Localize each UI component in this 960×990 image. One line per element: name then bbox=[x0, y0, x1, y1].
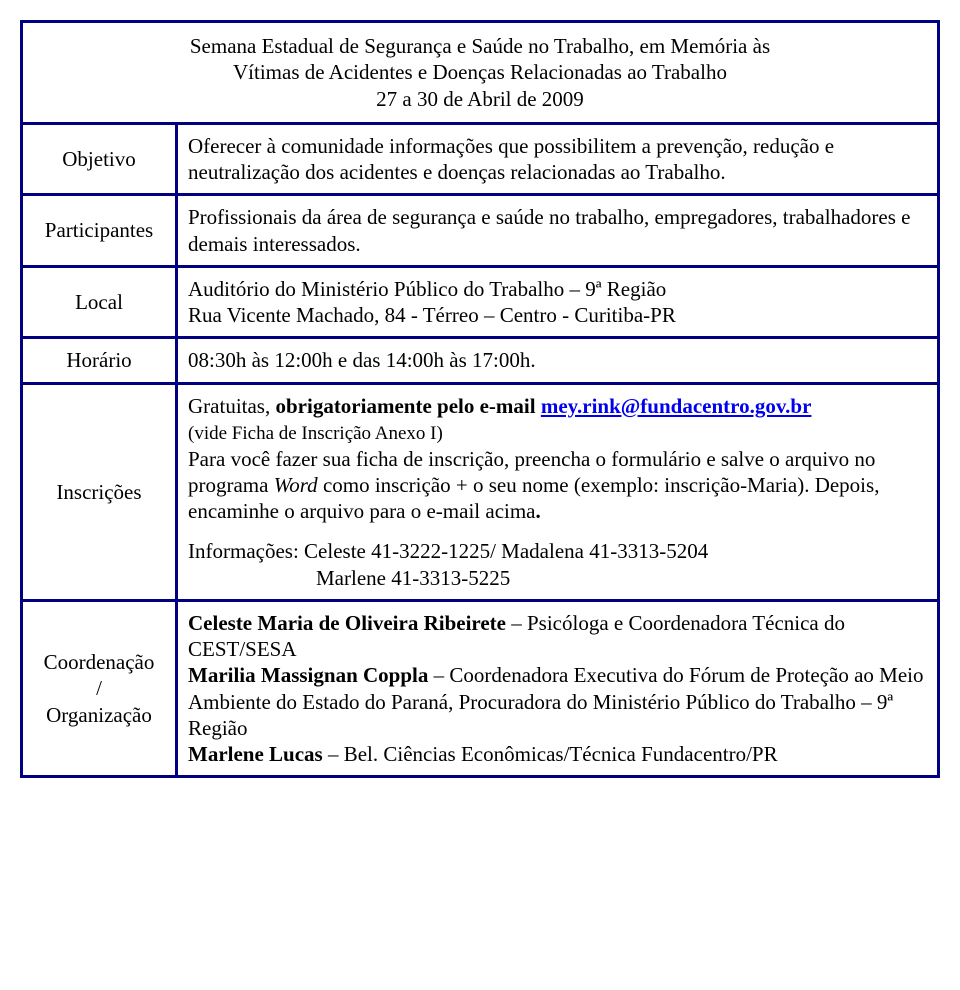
header-row: Semana Estadual de Segurança e Saúde no … bbox=[22, 22, 939, 124]
header-line1: Semana Estadual de Segurança e Saúde no … bbox=[190, 34, 770, 58]
header-line2: Vítimas de Acidentes e Doenças Relaciona… bbox=[233, 60, 727, 84]
info-table: Semana Estadual de Segurança e Saúde no … bbox=[20, 20, 940, 778]
row-participantes: Participantes Profissionais da área de s… bbox=[22, 195, 939, 267]
header-line3: 27 a 30 de Abril de 2009 bbox=[376, 87, 584, 111]
content-local: Auditório do Ministério Público do Traba… bbox=[177, 266, 939, 338]
inscricoes-bold: obrigatoriamente pelo e-mail bbox=[275, 394, 540, 418]
label-inscricoes: Inscrições bbox=[22, 383, 177, 600]
inscricoes-italic: Word bbox=[274, 473, 318, 497]
row-inscricoes: Inscrições Gratuitas, obrigatoriamente p… bbox=[22, 383, 939, 600]
row-local: Local Auditório do Ministério Público do… bbox=[22, 266, 939, 338]
content-horario: 08:30h às 12:00h e das 14:00h às 17:00h. bbox=[177, 338, 939, 383]
coord-n3-bold: Marlene Lucas bbox=[188, 742, 323, 766]
coord-label-2: / bbox=[96, 676, 102, 700]
label-objetivo: Objetivo bbox=[22, 123, 177, 195]
content-objetivo: Oferecer à comunidade informações que po… bbox=[177, 123, 939, 195]
email-link[interactable]: mey.rink@fundacentro.gov.br bbox=[541, 394, 812, 418]
spacer bbox=[188, 524, 927, 538]
coord-label-3: Organização bbox=[46, 703, 152, 727]
inscricoes-info2: Marlene 41-3313-5225 bbox=[188, 565, 510, 591]
label-coordenacao: Coordenação / Organização bbox=[22, 600, 177, 777]
label-local: Local bbox=[22, 266, 177, 338]
local-line2: Rua Vicente Machado, 84 - Térreo – Centr… bbox=[188, 303, 676, 327]
inscricoes-info1: Informações: Celeste 41-3222-1225/ Madal… bbox=[188, 539, 708, 563]
coord-n2-bold: Marilia Massignan Coppla bbox=[188, 663, 428, 687]
coord-n1-bold: Celeste Maria de Oliveira Ribeirete bbox=[188, 611, 506, 635]
inscricoes-pre: Gratuitas, bbox=[188, 394, 275, 418]
coord-label-1: Coordenação bbox=[44, 650, 155, 674]
label-horario: Horário bbox=[22, 338, 177, 383]
row-coordenacao: Coordenação / Organização Celeste Maria … bbox=[22, 600, 939, 777]
content-participantes: Profissionais da área de segurança e saú… bbox=[177, 195, 939, 267]
inscricoes-small: (vide Ficha de Inscrição Anexo I) bbox=[188, 423, 443, 444]
coord-n3-rest: – Bel. Ciências Econômicas/Técnica Funda… bbox=[323, 742, 778, 766]
label-participantes: Participantes bbox=[22, 195, 177, 267]
row-objetivo: Objetivo Oferecer à comunidade informaçõ… bbox=[22, 123, 939, 195]
row-horario: Horário 08:30h às 12:00h e das 14:00h às… bbox=[22, 338, 939, 383]
content-inscricoes: Gratuitas, obrigatoriamente pelo e-mail … bbox=[177, 383, 939, 600]
inscricoes-dot: . bbox=[536, 499, 541, 523]
local-line1: Auditório do Ministério Público do Traba… bbox=[188, 277, 666, 301]
content-coordenacao: Celeste Maria de Oliveira Ribeirete – Ps… bbox=[177, 600, 939, 777]
